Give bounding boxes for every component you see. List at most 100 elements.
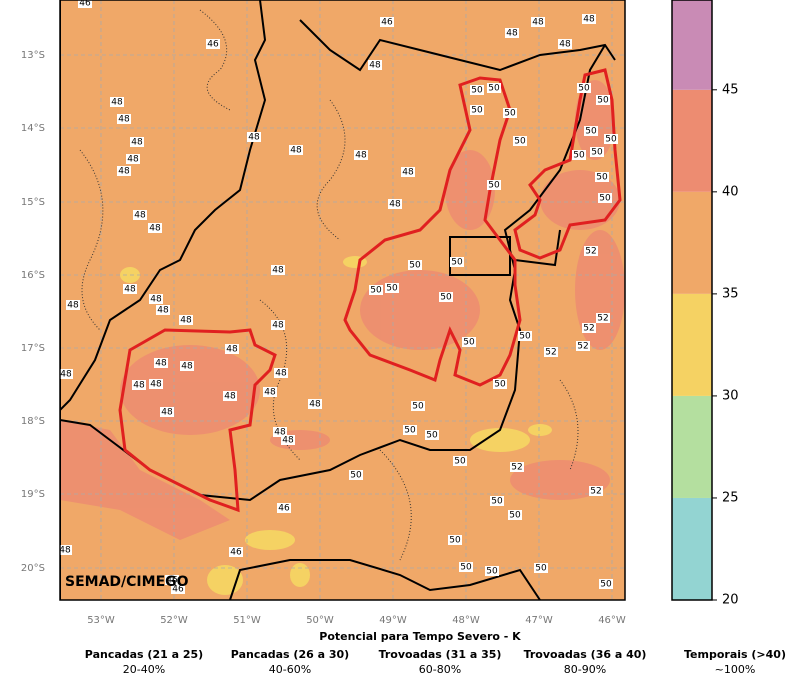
contour-label: 48 bbox=[272, 266, 284, 276]
colorbar-frame bbox=[671, 0, 713, 601]
contour-label: 52 bbox=[545, 348, 556, 358]
contour-label-bg bbox=[544, 347, 558, 357]
contour-label: 52 bbox=[585, 247, 596, 257]
contour-label: 50 bbox=[494, 380, 506, 390]
contour-label: 50 bbox=[404, 426, 416, 436]
legend-prob: 80-90% bbox=[564, 663, 606, 676]
contour-label-bg bbox=[180, 361, 194, 371]
contour-label: 50 bbox=[509, 511, 521, 521]
contour-label-bg bbox=[604, 134, 618, 144]
contour-label: 50 bbox=[471, 86, 483, 96]
contour-label-bg bbox=[149, 294, 163, 304]
contour-label-bg bbox=[595, 172, 609, 182]
contour-label-bg bbox=[156, 305, 170, 315]
contour-label: 50 bbox=[409, 261, 421, 271]
contour-label: 48 bbox=[118, 115, 130, 125]
contour-label-bg bbox=[369, 285, 383, 295]
contour-label-bg bbox=[448, 535, 462, 545]
contour-label-bg bbox=[271, 320, 285, 330]
contour-label-bg bbox=[401, 167, 415, 177]
contour-label: 50 bbox=[491, 497, 503, 507]
contour-label: 48 bbox=[369, 61, 381, 71]
contour-label: 48 bbox=[290, 146, 302, 156]
contour-label-bg bbox=[485, 566, 499, 576]
contour-label-bg bbox=[470, 105, 484, 115]
contour-label: 48 bbox=[224, 392, 236, 402]
contour-label: 48 bbox=[131, 138, 143, 148]
contour-label: 52 bbox=[583, 324, 594, 334]
contour-label: 50 bbox=[454, 457, 466, 467]
contour-label-bg bbox=[534, 563, 548, 573]
contour-label: 48 bbox=[532, 18, 544, 28]
contour-label-bg bbox=[408, 260, 422, 270]
contour-label-bg bbox=[60, 369, 73, 379]
contour-label-bg bbox=[510, 462, 524, 472]
legend-prob: ~100% bbox=[715, 663, 756, 676]
contour-label-bg bbox=[133, 210, 147, 220]
contour-label-bg bbox=[223, 391, 237, 401]
contour-label-bg bbox=[206, 39, 220, 49]
contour-label: 50 bbox=[578, 84, 590, 94]
contour-label-bg bbox=[598, 193, 612, 203]
contour-label: 50 bbox=[451, 258, 463, 268]
contour-label-bg bbox=[505, 28, 519, 38]
map-title: Potencial para Tempo Severo - K bbox=[319, 630, 521, 643]
lat-label: 13°S bbox=[21, 50, 45, 61]
contour-label: 46 bbox=[278, 504, 290, 514]
contour-label-bg bbox=[171, 584, 185, 594]
contour-label: 50 bbox=[350, 471, 362, 481]
contour-label: 48 bbox=[248, 133, 260, 143]
map-frame bbox=[59, 0, 626, 601]
colorbar-band bbox=[672, 0, 712, 90]
contour-label: 48 bbox=[272, 321, 284, 331]
contour-label: 50 bbox=[460, 563, 472, 573]
contour-label-bg bbox=[450, 257, 464, 267]
legend-prob: 60-80% bbox=[419, 663, 461, 676]
contour-label: 50 bbox=[488, 181, 500, 191]
contour-label: 48 bbox=[275, 369, 287, 379]
lon-label: 51°W bbox=[233, 615, 261, 626]
contour-label-bg bbox=[110, 97, 124, 107]
contour-label: 46 bbox=[207, 40, 219, 50]
lat-label: 15°S bbox=[21, 197, 45, 208]
contour-label-bg bbox=[572, 150, 586, 160]
lon-label: 53°W bbox=[87, 615, 115, 626]
contour-label-bg bbox=[493, 379, 507, 389]
contour-label: 50 bbox=[591, 148, 603, 158]
contour-label: 48 bbox=[59, 546, 71, 556]
contour-label: 50 bbox=[412, 402, 424, 412]
contour-label: 48 bbox=[506, 29, 518, 39]
contour-label-bg bbox=[179, 315, 193, 325]
colorbar-tick-label: 20 bbox=[722, 593, 739, 608]
contour-label-bg bbox=[273, 427, 287, 437]
contour-label-bg bbox=[117, 114, 131, 124]
contour-label-bg bbox=[263, 387, 277, 397]
contour-label-bg bbox=[380, 17, 394, 27]
contour-label: 48 bbox=[118, 167, 130, 177]
lon-label: 50°W bbox=[306, 615, 334, 626]
map: 4646464848484848484848484848484848484848… bbox=[59, 0, 625, 600]
contour-label-bg bbox=[582, 323, 596, 333]
contour-label: 50 bbox=[488, 84, 500, 94]
contour-label: 50 bbox=[440, 293, 452, 303]
contour-label-bg bbox=[388, 199, 402, 209]
contour-label-bg bbox=[154, 358, 168, 368]
contour-label-bg bbox=[462, 337, 476, 347]
contour-label-bg bbox=[132, 380, 146, 390]
contour-label-bg bbox=[596, 313, 610, 323]
contour-label-bg bbox=[385, 283, 399, 293]
contour-label-bg bbox=[165, 575, 179, 585]
contour-label-bg bbox=[160, 407, 174, 417]
contour-label: 48 bbox=[389, 200, 401, 210]
legend-name: Trovoadas (31 a 35) bbox=[379, 648, 502, 661]
contour-label-bg bbox=[577, 83, 591, 93]
contour-label: 48 bbox=[150, 295, 162, 305]
contour-label-bg bbox=[308, 399, 322, 409]
contour-label-bg bbox=[403, 425, 417, 435]
lat-label: 19°S bbox=[21, 489, 45, 500]
lon-label: 52°W bbox=[160, 615, 188, 626]
contour-label-bg bbox=[225, 344, 239, 354]
contour-label-bg bbox=[531, 17, 545, 27]
contour-label-bg bbox=[508, 510, 522, 520]
contour-label: 46 bbox=[381, 18, 393, 28]
